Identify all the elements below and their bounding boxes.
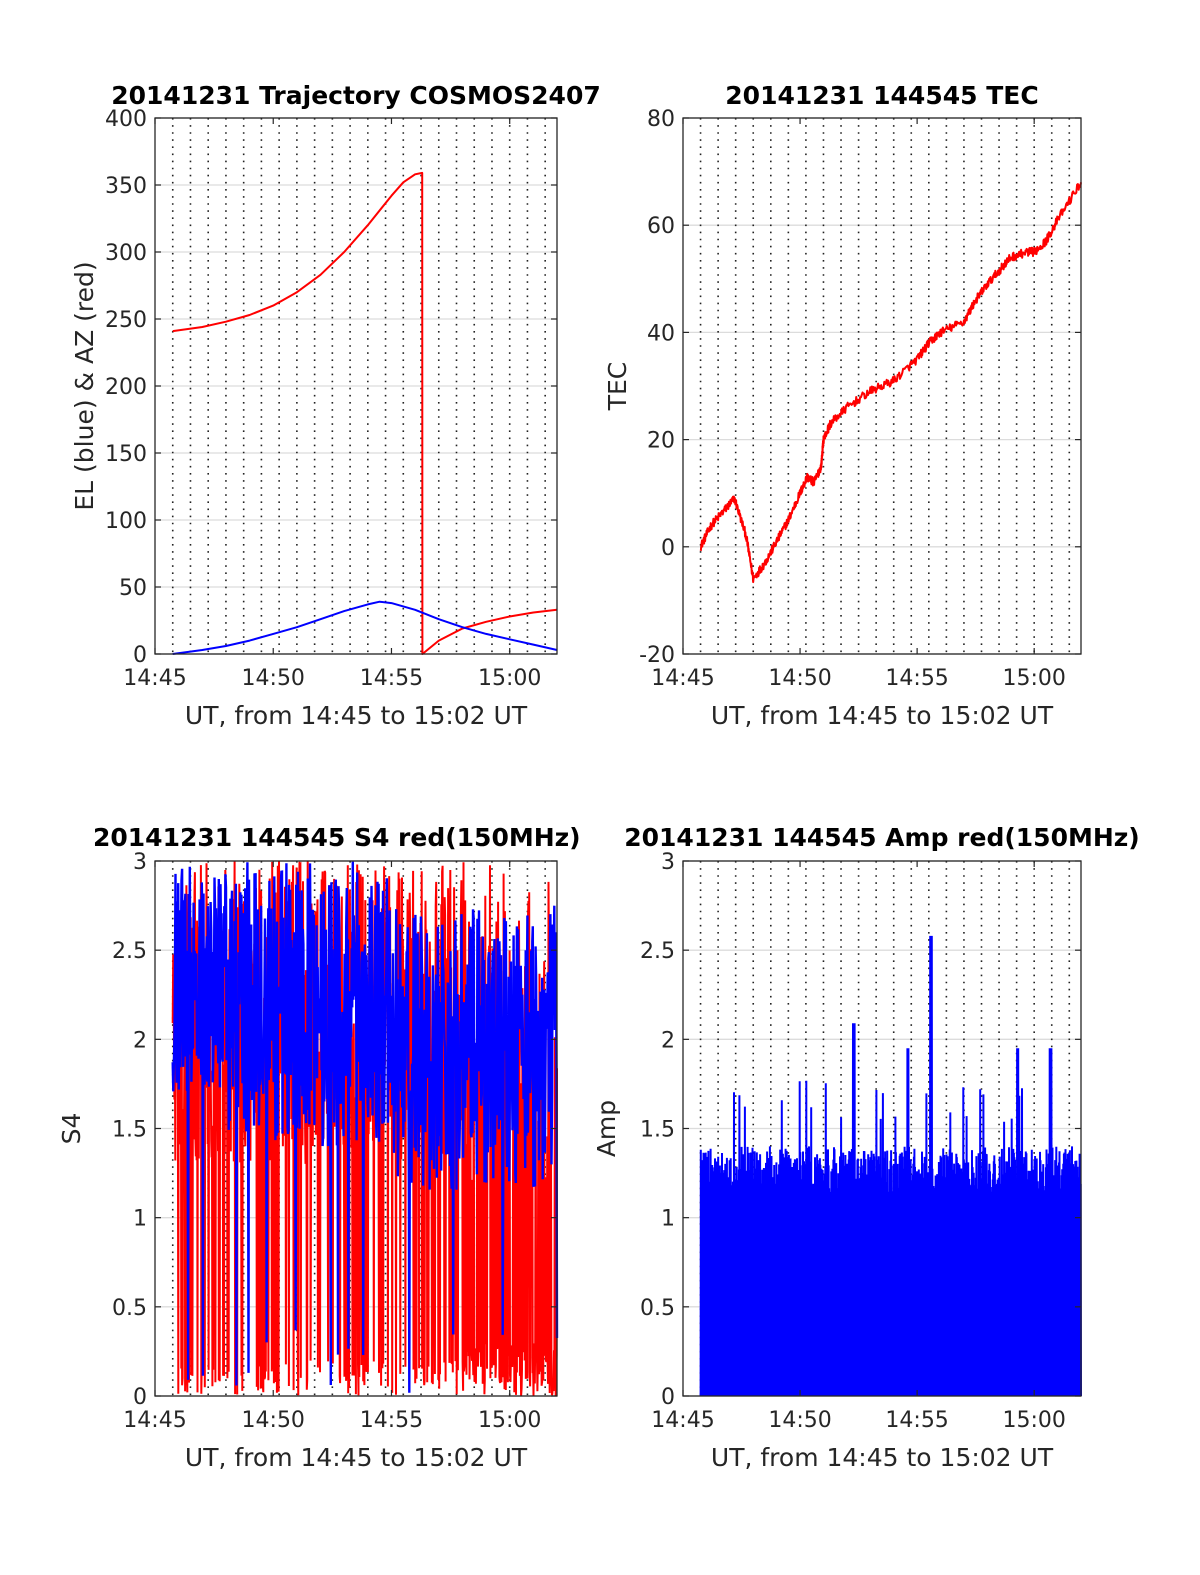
- series-line: [699, 935, 1082, 1397]
- axes-box: [682, 117, 1082, 655]
- chart-title: 20141231 Trajectory COSMOS2407: [111, 81, 601, 110]
- x-tick-label: 14:55: [360, 666, 423, 691]
- y-tick-label: 0.5: [112, 1296, 147, 1321]
- y-tick-label: 1: [661, 1207, 675, 1232]
- y-tick-label: -20: [639, 643, 675, 668]
- series-line: [172, 600, 558, 655]
- y-axis-label: Amp: [592, 1100, 621, 1157]
- y-tick-label: 100: [105, 509, 147, 534]
- y-tick-label: 300: [105, 241, 147, 266]
- x-tick-label: 14:50: [768, 1408, 831, 1433]
- y-tick-label: 250: [105, 308, 147, 333]
- y-tick-label: 3: [661, 850, 675, 875]
- series-line: [699, 182, 1082, 584]
- x-tick-label: 14:45: [123, 1408, 186, 1433]
- y-tick-label: 2: [133, 1028, 147, 1053]
- chart-title: 20141231 144545 Amp red(150MHz): [624, 823, 1140, 852]
- y-tick-label: 150: [105, 442, 147, 467]
- series-group: [699, 182, 1082, 584]
- x-tick-label: 14:55: [885, 666, 948, 691]
- chart-title: 20141231 144545 TEC: [725, 81, 1038, 110]
- y-tick-label: 2.5: [112, 939, 147, 964]
- subplot-amp: 0 0.5 1 1.5 2 2.5 3 14:45 14:50 14:55 15:00 2014123…: [592, 823, 1140, 1472]
- series-group: [171, 861, 559, 1396]
- x-tick-label: 14:55: [360, 1408, 423, 1433]
- series-line: [172, 171, 558, 655]
- x-axis-label: UT, from 14:45 to 15:02 UT: [185, 701, 528, 730]
- x-axis-label: UT, from 14:45 to 15:02 UT: [711, 1443, 1054, 1472]
- y-tick-label: 20: [647, 429, 675, 454]
- y-tick-label: 1.5: [112, 1118, 147, 1143]
- x-tick-label: 14:50: [242, 666, 305, 691]
- x-tick-label: 15:00: [1002, 666, 1065, 691]
- y-tick-label: 3: [133, 850, 147, 875]
- series-line: [171, 861, 559, 1393]
- y-tick-label: 200: [105, 375, 147, 400]
- y-tick-label: 1: [133, 1207, 147, 1232]
- x-tick-label: 14:50: [768, 666, 831, 691]
- chart-title: 20141231 144545 S4 red(150MHz): [93, 823, 581, 852]
- y-axis-label: EL (blue) & AZ (red): [70, 261, 99, 510]
- y-tick-label: 0: [133, 643, 147, 668]
- y-tick-label: 50: [119, 576, 147, 601]
- y-tick-label: 80: [647, 107, 675, 132]
- y-tick-label: 1.5: [640, 1118, 675, 1143]
- y-tick-label: 350: [105, 174, 147, 199]
- subplot-traj: 0 50 100 150 200 250 300 350 400 14:45 14:50 14:55 1…: [70, 81, 601, 730]
- y-tick-label: 2: [661, 1028, 675, 1053]
- x-tick-label: 14:45: [651, 666, 714, 691]
- x-tick-label: 14:50: [242, 1408, 305, 1433]
- y-tick-label: 0: [133, 1385, 147, 1410]
- y-axis-label: TEC: [603, 362, 632, 412]
- x-axis-label: UT, from 14:45 to 15:02 UT: [185, 1443, 528, 1472]
- y-tick-label: 2.5: [640, 939, 675, 964]
- y-tick-label: 60: [647, 214, 675, 239]
- x-tick-label: 14:45: [651, 1408, 714, 1433]
- y-tick-label: 400: [105, 107, 147, 132]
- y-tick-label: 40: [647, 321, 675, 346]
- series-group: [699, 935, 1082, 1397]
- x-tick-label: 14:55: [885, 1408, 948, 1433]
- x-tick-label: 15:00: [1002, 1408, 1065, 1433]
- y-axis-label: S4: [57, 1113, 86, 1145]
- y-tick-label: 0.5: [640, 1296, 675, 1321]
- subplot-tec: -20 0 20 40 60 80 14:45 14:50 14:55 15:00 20141231…: [603, 81, 1082, 730]
- series-group: [172, 171, 558, 655]
- x-tick-label: 14:45: [123, 666, 186, 691]
- x-tick-label: 15:00: [478, 666, 541, 691]
- subplot-s4: 0 0.5 1 1.5 2 2.5 3 14:45 14:50 14:55 15:00 2014123…: [57, 823, 581, 1472]
- y-tick-label: 0: [661, 1385, 675, 1410]
- x-axis-label: UT, from 14:45 to 15:02 UT: [711, 701, 1054, 730]
- y-tick-label: 0: [661, 536, 675, 561]
- x-tick-label: 15:00: [478, 1408, 541, 1433]
